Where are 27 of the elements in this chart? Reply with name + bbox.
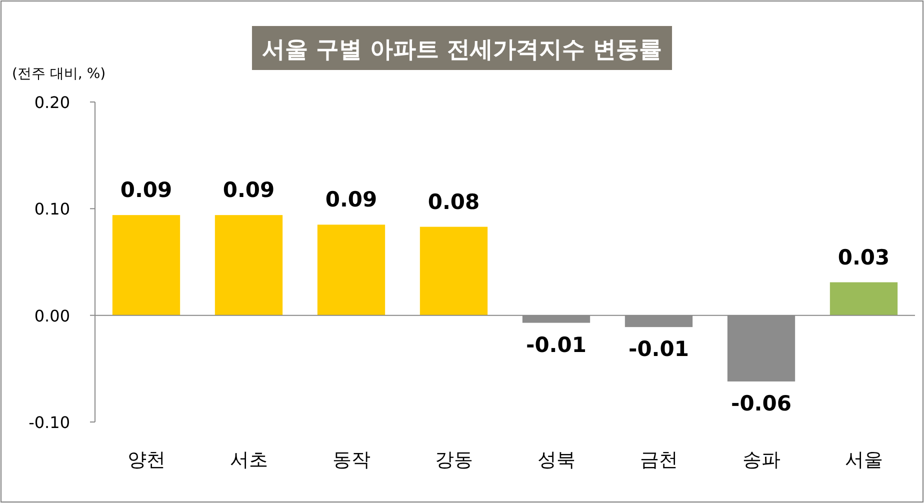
y-tick-label: 0.00	[34, 306, 70, 326]
data-label: -0.01	[526, 332, 587, 357]
y-tick-label: -0.10	[28, 413, 70, 432]
y-tick-label: 0.10	[34, 200, 70, 219]
data-label: 0.09	[120, 178, 172, 202]
x-tick-label: 서초	[230, 449, 268, 471]
bar	[214, 215, 283, 316]
x-tick-label: 동작	[332, 449, 370, 471]
data-label: 0.09	[325, 188, 378, 212]
data-label: 0.08	[428, 190, 480, 214]
bar	[420, 226, 488, 316]
chart-title: 서울 구별 아파트 전세가격지수 변동률	[262, 37, 662, 63]
x-tick-label: 서울	[844, 449, 883, 471]
x-tick-label: 강동	[434, 449, 473, 471]
y-tick-label: 0.20	[34, 93, 70, 112]
y-axis-title: (전주 대비, %)	[12, 66, 106, 82]
data-label: 0.03	[838, 245, 890, 270]
x-tick-label: 금천	[640, 449, 678, 471]
data-label: -0.06	[730, 391, 792, 416]
bar	[317, 224, 386, 316]
bar	[112, 215, 180, 316]
bar	[830, 282, 898, 316]
x-tick-label: 송파	[742, 449, 780, 471]
x-tick-label: 양천	[127, 449, 166, 471]
data-label: 0.09	[222, 178, 275, 202]
data-label: -0.01	[628, 337, 690, 362]
x-tick-label: 성북	[537, 449, 576, 471]
